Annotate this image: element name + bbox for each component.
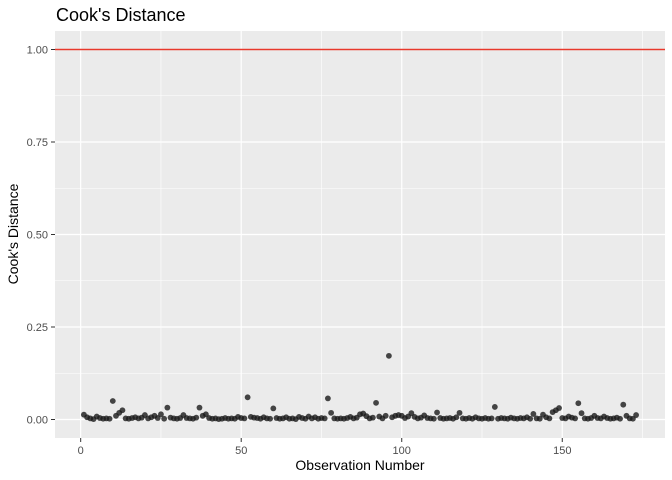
data-point (244, 394, 251, 401)
data-point (536, 415, 543, 422)
data-point (456, 409, 463, 416)
data-point (267, 415, 274, 422)
data-point (546, 415, 553, 422)
data-point (575, 400, 582, 407)
data-point (270, 405, 277, 412)
data-point (158, 411, 164, 418)
data-point (430, 415, 437, 422)
x-axis-title: Observation Number (295, 457, 425, 473)
y-tick-label: 0.00 (27, 415, 48, 427)
x-tick-label: 100 (393, 445, 411, 457)
y-tick-label: 0.75 (27, 137, 48, 149)
data-point (578, 410, 585, 417)
data-point (572, 415, 579, 422)
y-tick-label: 1.00 (27, 45, 48, 57)
x-tick-label: 0 (78, 445, 84, 457)
y-tick-label: 0.25 (27, 322, 48, 334)
data-point (488, 415, 495, 422)
data-points (80, 352, 640, 423)
x-axis-ticks: 0 50 100 150 (78, 438, 571, 457)
data-point (382, 412, 389, 419)
x-tick-label: 150 (553, 445, 571, 457)
data-point (491, 404, 498, 410)
major-gridlines (55, 31, 665, 438)
data-point (321, 415, 328, 422)
data-point (193, 414, 200, 421)
data-point (328, 409, 335, 416)
data-point (106, 415, 113, 422)
y-axis-ticks: 0.00 0.25 0.50 0.75 1.00 (27, 45, 55, 427)
data-point (119, 407, 126, 414)
data-point (196, 404, 203, 411)
data-point (109, 398, 116, 404)
data-point (633, 412, 640, 418)
data-point (241, 415, 248, 422)
data-point (373, 399, 379, 406)
data-point (556, 405, 562, 411)
data-point (527, 415, 534, 422)
chart-title: Cook's Distance (56, 5, 186, 25)
data-point (385, 352, 392, 359)
data-point (434, 409, 440, 416)
data-point (369, 414, 376, 421)
y-axis-title: Cook's Distance (5, 183, 21, 284)
data-point (453, 414, 460, 421)
data-point (530, 411, 537, 417)
data-point (617, 415, 623, 422)
y-tick-label: 0.50 (27, 230, 48, 242)
data-point (324, 395, 331, 402)
data-point (164, 404, 171, 411)
data-point (161, 415, 168, 422)
data-point (620, 401, 627, 408)
x-tick-label: 50 (235, 445, 247, 457)
